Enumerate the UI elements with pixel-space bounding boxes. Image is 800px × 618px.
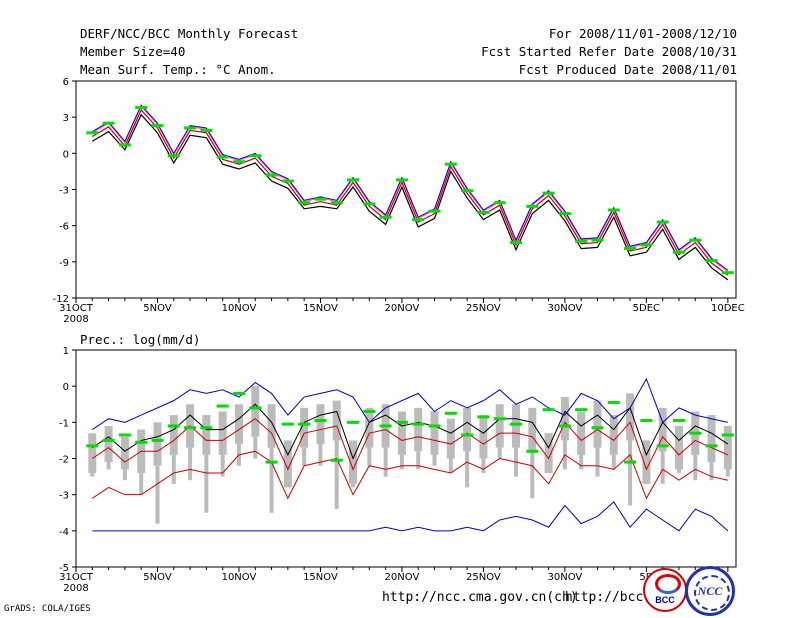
temp-xtick-label: 5DEC bbox=[633, 303, 660, 314]
prec-box bbox=[707, 415, 716, 463]
prec-year-label: 2008 bbox=[63, 583, 88, 594]
temp-ytick-label: 0 bbox=[63, 149, 69, 160]
ncc-logo-text: NCC bbox=[697, 584, 723, 598]
prec-ytick-label: -5 bbox=[59, 563, 69, 574]
temp-top-line bbox=[92, 104, 729, 271]
bcc-logo-swirl-icon bbox=[655, 574, 681, 594]
prec-xtick-label: 30NOV bbox=[548, 572, 583, 583]
temp-year-label: 2008 bbox=[63, 314, 88, 325]
prec-box bbox=[446, 418, 455, 459]
prec-min-line bbox=[92, 501, 729, 532]
prec-ytick-label: -4 bbox=[59, 527, 69, 538]
variable-label: Mean Surf. Temp.: °C Anom. bbox=[80, 62, 276, 77]
prec-lower-line bbox=[92, 450, 728, 500]
prec-box bbox=[251, 386, 260, 437]
temp-xtick-label: 30NOV bbox=[548, 303, 583, 314]
temp-xtick-label: 10NOV bbox=[222, 303, 257, 314]
forecast-period: For 2008/11/01-2008/12/10 bbox=[548, 26, 737, 41]
prec-box bbox=[560, 397, 569, 441]
prec-box bbox=[642, 440, 651, 484]
member-size: Member Size=40 bbox=[80, 44, 186, 59]
temp-xtick-label: 15NOV bbox=[303, 303, 338, 314]
prec-ytick-label: 1 bbox=[63, 346, 69, 357]
prec-median-line bbox=[92, 418, 729, 471]
prec-box bbox=[626, 393, 635, 441]
ncc-logo-globe-icon bbox=[694, 575, 730, 611]
temp-xtick-label: 31OCT bbox=[59, 303, 94, 314]
prec-box bbox=[349, 440, 358, 484]
prec-box bbox=[609, 415, 618, 455]
prec-box bbox=[723, 425, 732, 470]
bcc-logo-text: BCC bbox=[655, 595, 675, 605]
prec-box bbox=[414, 407, 423, 452]
prec-xtick-label: 31OCT bbox=[59, 572, 94, 583]
prec-box bbox=[577, 411, 586, 455]
temp-xtick-label: 20NOV bbox=[385, 303, 420, 314]
prec-box bbox=[332, 400, 341, 441]
prec-xtick-label: 20NOV bbox=[385, 572, 420, 583]
prec-ytick-label: 0 bbox=[63, 382, 69, 393]
prec-box bbox=[234, 404, 243, 445]
prec-box bbox=[300, 407, 309, 448]
prec-box bbox=[397, 411, 406, 455]
ncc-url[interactable]: http://ncc.cma.gov.cn(ch) bbox=[382, 590, 578, 605]
refer-date: Fcst Started Refer Date 2008/10/31 bbox=[481, 44, 737, 59]
prec-box bbox=[169, 415, 178, 455]
temp-mean-line bbox=[91, 108, 729, 276]
prec-box bbox=[674, 425, 683, 470]
prec-xtick-label: 25NOV bbox=[466, 572, 501, 583]
prec-box bbox=[479, 415, 488, 459]
temp-ytick-label: 3 bbox=[63, 113, 69, 124]
prec-box bbox=[463, 407, 472, 452]
prec-box bbox=[120, 436, 129, 470]
prec-ytick-label: -3 bbox=[59, 491, 69, 502]
temp-ytick-label: -12 bbox=[53, 294, 69, 305]
temp-lower-line bbox=[91, 113, 729, 281]
temp-xtick-label: 10DEC bbox=[711, 303, 745, 314]
prec-xtick-label: 10NOV bbox=[222, 572, 257, 583]
prec-mean-line bbox=[92, 403, 729, 460]
prec-label: Prec.: log(mm/d) bbox=[80, 332, 201, 347]
prec-max-line bbox=[92, 377, 728, 430]
prec-box bbox=[267, 404, 276, 448]
prec-box bbox=[104, 425, 113, 463]
grads-credit: GrADS: COLA/IGES bbox=[4, 604, 91, 614]
temp-xtick-label: 5NOV bbox=[143, 303, 172, 314]
prec-box bbox=[593, 400, 602, 448]
temp-ytick-label: 6 bbox=[63, 77, 69, 88]
temp-ytick-label: -9 bbox=[59, 258, 69, 269]
prec-ytick-label: -1 bbox=[59, 418, 69, 429]
prec-box bbox=[365, 407, 374, 448]
temp-upper-line bbox=[91, 105, 729, 272]
temp-ytick-label: -6 bbox=[59, 222, 69, 233]
produced-date: Fcst Produced Date 2008/11/01 bbox=[518, 62, 737, 77]
prec-box bbox=[658, 407, 667, 452]
prec-xtick-label: 15NOV bbox=[303, 572, 338, 583]
prec-xtick-label: 5NOV bbox=[143, 572, 172, 583]
prec-box bbox=[495, 404, 504, 448]
prec-box bbox=[202, 415, 211, 455]
ncc-logo: NCC bbox=[685, 566, 735, 616]
prec-ytick-label: -2 bbox=[59, 455, 69, 466]
prec-box bbox=[218, 411, 227, 455]
temp-xtick-label: 25NOV bbox=[466, 303, 501, 314]
prec-box bbox=[316, 404, 325, 445]
prec-box bbox=[544, 433, 553, 473]
prec-box bbox=[430, 411, 439, 455]
prec-box bbox=[153, 422, 162, 466]
bcc-url[interactable]: http://bcc.c bbox=[565, 590, 659, 605]
bcc-logo: BCC bbox=[643, 568, 687, 612]
chart-title: DERF/NCC/BCC Monthly Forecast bbox=[80, 26, 299, 41]
prec-box bbox=[88, 433, 97, 473]
prec-box bbox=[512, 404, 520, 448]
prec-box bbox=[528, 407, 537, 452]
temp-ytick-label: -3 bbox=[59, 186, 69, 197]
prec-box bbox=[283, 440, 292, 488]
